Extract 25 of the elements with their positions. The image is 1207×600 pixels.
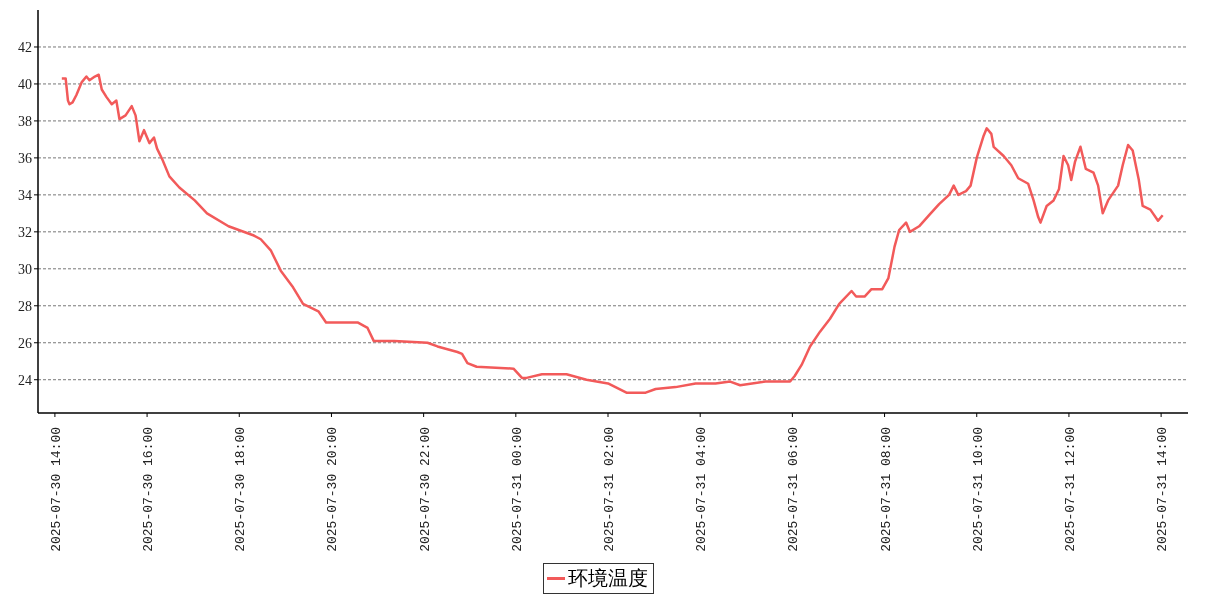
- x-tick-label: 2025-07-30 14:00: [48, 427, 64, 552]
- x-tick-label: 2025-07-30 16:00: [141, 427, 157, 552]
- y-tick-label: 32: [18, 224, 32, 240]
- y-tick-label: 40: [18, 76, 32, 92]
- x-tick-label: 2025-07-30 18:00: [233, 427, 249, 552]
- x-tick-label: 2025-07-31 08:00: [878, 427, 894, 552]
- x-tick-label: 2025-07-31 10:00: [970, 427, 986, 552]
- y-tick-label: 30: [18, 261, 32, 277]
- x-tick-label: 2025-07-31 06:00: [786, 427, 802, 552]
- y-tick-label: 24: [18, 372, 32, 388]
- x-tick-label: 2025-07-30 22:00: [417, 427, 433, 552]
- y-tick-label: 28: [18, 298, 32, 314]
- y-tick-label: 38: [18, 113, 32, 129]
- y-tick-label: 34: [18, 187, 32, 203]
- y-tick-label: 42: [18, 39, 32, 55]
- x-tick-label: 2025-07-31 04:00: [694, 427, 710, 552]
- x-tick-label: 2025-07-30 20:00: [325, 427, 341, 552]
- x-tick-label: 2025-07-31 02:00: [602, 427, 618, 552]
- y-tick-label: 36: [18, 150, 32, 166]
- line-series: [60, 73, 1164, 394]
- x-tick-label: 2025-07-31 14:00: [1155, 427, 1171, 552]
- x-tick-label: 2025-07-31 12:00: [1062, 427, 1078, 552]
- x-tick-label: 2025-07-31 00:00: [509, 427, 525, 552]
- legend-label: 环境温度: [566, 566, 648, 591]
- y-tick-label: 26: [18, 335, 32, 351]
